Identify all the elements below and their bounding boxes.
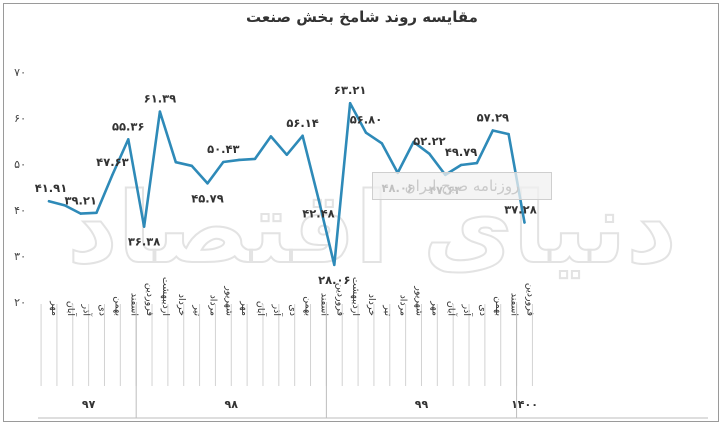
data-point: [507, 132, 510, 136]
x-tick-label: آبان: [255, 301, 268, 317]
data-label: ۳۶.۳۸: [128, 235, 160, 249]
x-tick-label: مهر: [429, 300, 440, 316]
data-point: [95, 211, 98, 214]
data-point: [475, 161, 479, 165]
y-axis: ۲۰ ۳۰ ۴۰ ۵۰ ۶۰ ۷۰: [14, 66, 26, 309]
x-tick-label: اردیبهشت: [160, 277, 171, 316]
data-label: ۴۹.۷۹: [445, 145, 477, 159]
x-tick-label: شهریور: [414, 285, 425, 316]
year-label: ۱۴۰۰: [511, 398, 538, 411]
data-point: [238, 158, 241, 162]
data-label: ۴۵.۷۹: [191, 191, 223, 205]
y-tick-label: ۵۰: [14, 158, 26, 171]
year-label: ۹۸: [225, 398, 239, 411]
data-label: ۳۷.۲۸: [504, 203, 536, 217]
x-tick-label: آبان: [65, 301, 78, 317]
x-tick-label: اسفند: [128, 293, 139, 316]
x-tick-label: اسفند: [318, 293, 329, 316]
data-label: ۶۳.۲۱: [334, 83, 366, 97]
data-point: [348, 102, 352, 105]
x-tick-label: آذر: [271, 304, 284, 317]
data-point: [428, 152, 431, 155]
data-point: [63, 204, 67, 207]
y-tick-label: ۳۰: [14, 250, 26, 263]
data-point: [47, 200, 51, 203]
x-tick-label: آذر: [461, 304, 474, 317]
data-point: [142, 225, 146, 228]
data-point: [380, 142, 384, 145]
x-tick-label: تیر: [382, 304, 393, 316]
data-label: ۴۱.۹۱: [35, 181, 67, 195]
x-tick-label: مرداد: [208, 295, 219, 316]
x-tick-label: فروردین: [334, 283, 345, 316]
data-point: [317, 197, 320, 200]
x-tick-label: بهمن: [112, 296, 123, 316]
data-point: [111, 173, 114, 177]
x-tick-label: دی: [97, 304, 108, 316]
year-label: ۹۹: [415, 398, 429, 411]
data-label: ۳۹.۲۱: [64, 194, 96, 208]
data-point: [301, 134, 304, 137]
data-point: [79, 212, 82, 215]
data-label: ۵۵.۳۶: [112, 119, 144, 133]
data-label: ۴۲.۴۸: [302, 207, 334, 221]
y-tick-label: ۲۰: [14, 296, 26, 309]
x-tick-label: آبان: [445, 301, 458, 317]
data-point: [285, 153, 288, 156]
data-label: ۵۶.۸۰: [350, 113, 382, 127]
data-label: ۶۱.۳۹: [144, 92, 176, 106]
x-tick-label: بهمن: [303, 296, 314, 316]
data-label: ۵۲.۲۲: [413, 134, 445, 148]
x-tick-label: فروردین: [144, 283, 155, 316]
y-tick-label: ۷۰: [14, 66, 26, 79]
data-label: ۵۶.۱۴: [286, 116, 318, 130]
data-point: [190, 164, 193, 168]
data-point: [523, 221, 526, 224]
x-tick-label: اردیبهشت: [350, 277, 361, 316]
x-tick-label: دی: [287, 304, 298, 316]
x-tick-label: مرداد: [398, 295, 409, 316]
data-point: [459, 163, 463, 167]
data-point: [206, 182, 209, 185]
x-tick-label: خرداد: [176, 294, 187, 316]
y-tick-label: ۴۰: [14, 204, 26, 217]
data-label: ۵۰.۴۳: [207, 142, 239, 156]
data-label: ۲۸.۰۶: [318, 273, 350, 287]
x-tick-label: بهمن: [493, 296, 504, 316]
data-point: [412, 140, 415, 144]
data-point: [222, 160, 225, 164]
y-tick-label: ۶۰: [14, 112, 26, 125]
x-tick-label: اسفند: [509, 293, 520, 316]
x-tick-label: مهر: [49, 300, 60, 316]
data-label: ۵۷.۲۹: [477, 110, 509, 124]
year-axis: ۹۷ ۹۸ ۹۹ ۱۴۰۰: [38, 304, 708, 419]
x-tick-label: آذر: [81, 304, 94, 317]
data-point: [174, 160, 177, 164]
chart-title: مقایسه روند شامخ بخش صنعت: [246, 8, 478, 26]
x-axis: مهر آبان آذر دی بهمن اسفند فروردین اردیبهشت خردا…: [40, 277, 536, 386]
x-tick-label: مهر: [239, 300, 250, 316]
x-tick-label: فروردین: [525, 283, 536, 316]
data-point: [158, 110, 162, 113]
data-point: [253, 157, 257, 161]
x-tick-label: شهریور: [223, 285, 234, 316]
data-point: [127, 138, 130, 141]
data-point: [364, 131, 368, 134]
data-point: [333, 263, 336, 267]
chart-frame: [3, 3, 719, 422]
x-tick-label: دی: [477, 304, 488, 316]
data-point: [269, 135, 273, 138]
watermark-banner: روزنامه صبح ایران: [372, 172, 552, 200]
x-tick-label: تیر: [192, 304, 203, 316]
x-tick-label: خرداد: [366, 294, 377, 316]
data-point: [491, 129, 494, 132]
year-label: ۹۷: [82, 398, 96, 411]
data-label: ۴۷.۶۳: [96, 155, 128, 169]
